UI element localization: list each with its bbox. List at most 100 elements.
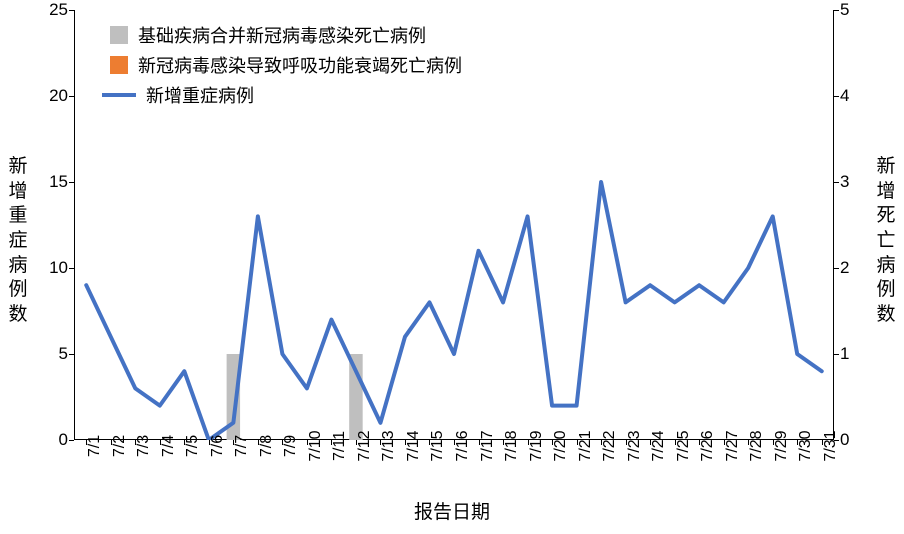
x-tick-mark: [650, 440, 651, 445]
legend-label: 新冠病毒感染导致呼吸功能衰竭死亡病例: [138, 52, 462, 78]
y-right-tick-label: 0: [840, 430, 849, 450]
x-tick-label: 7/19: [528, 430, 546, 461]
x-tick-label: 7/20: [552, 430, 570, 461]
x-tick-label: 7/23: [626, 430, 644, 461]
x-tick-label: 7/4: [160, 435, 178, 457]
x-tick-label: 7/1: [86, 435, 104, 457]
y-right-tick-mark: [834, 96, 839, 97]
x-tick-label: 7/6: [209, 435, 227, 457]
x-tick-label: 7/11: [331, 431, 349, 461]
line-series: [86, 182, 821, 440]
y-left-tick-label: 5: [59, 344, 68, 364]
x-tick-label: 7/13: [380, 430, 398, 461]
x-tick-mark: [601, 440, 602, 445]
y-left-tick-mark: [69, 10, 74, 11]
x-tick-mark: [454, 440, 455, 445]
legend: 基础疾病合并新冠病毒感染死亡病例新冠病毒感染导致呼吸功能衰竭死亡病例新增重症病例: [110, 20, 462, 110]
legend-item: 基础疾病合并新冠病毒感染死亡病例: [110, 20, 462, 50]
x-tick-mark: [429, 440, 430, 445]
x-tick-mark: [356, 440, 357, 445]
x-tick-label: 7/22: [601, 430, 619, 461]
y-right-axis-title: 新增死亡病例数: [876, 155, 896, 328]
x-tick-label: 7/28: [748, 430, 766, 461]
x-tick-label: 7/10: [307, 430, 325, 461]
y-right-tick-mark: [834, 182, 839, 183]
x-tick-label: 7/29: [773, 430, 791, 461]
x-tick-label: 7/3: [135, 435, 153, 457]
x-axis-title: 报告日期: [0, 497, 904, 524]
x-tick-mark: [307, 440, 308, 445]
y-left-tick-mark: [69, 440, 74, 441]
x-tick-mark: [503, 440, 504, 445]
x-tick-mark: [577, 440, 578, 445]
x-tick-mark: [86, 440, 87, 445]
x-tick-mark: [160, 440, 161, 445]
x-tick-mark: [724, 440, 725, 445]
x-tick-label: 7/14: [405, 430, 423, 461]
y-right-tick-label: 1: [840, 344, 849, 364]
legend-item: 新增重症病例: [110, 80, 462, 110]
x-tick-mark: [405, 440, 406, 445]
y-left-tick-label: 0: [59, 430, 68, 450]
legend-label: 新增重症病例: [146, 82, 254, 108]
x-tick-mark: [331, 440, 332, 445]
x-tick-mark: [822, 440, 823, 445]
y-left-tick-label: 25: [49, 0, 68, 20]
x-tick-label: 7/9: [282, 435, 300, 457]
legend-swatch-bar: [110, 26, 128, 44]
y-right-tick-mark: [834, 354, 839, 355]
y-left-tick-mark: [69, 96, 74, 97]
x-tick-label: 7/2: [111, 435, 129, 457]
legend-swatch-bar: [110, 56, 128, 74]
x-tick-label: 7/26: [699, 430, 717, 461]
x-tick-label: 7/5: [184, 435, 202, 457]
x-tick-mark: [209, 440, 210, 445]
x-tick-mark: [258, 440, 259, 445]
x-tick-mark: [380, 440, 381, 445]
x-tick-mark: [797, 440, 798, 445]
y-left-tick-label: 20: [49, 86, 68, 106]
x-tick-mark: [282, 440, 283, 445]
y-right-tick-label: 4: [840, 86, 849, 106]
x-tick-label: 7/17: [479, 430, 497, 461]
x-tick-label: 7/25: [675, 430, 693, 461]
x-tick-label: 7/7: [233, 435, 251, 457]
x-tick-label: 7/12: [356, 430, 374, 461]
y-left-tick-label: 10: [49, 258, 68, 278]
x-tick-mark: [626, 440, 627, 445]
legend-item: 新冠病毒感染导致呼吸功能衰竭死亡病例: [110, 50, 462, 80]
x-tick-mark: [479, 440, 480, 445]
x-tick-label: 7/8: [258, 435, 276, 457]
y-left-tick-mark: [69, 354, 74, 355]
x-tick-label: 7/30: [797, 430, 815, 461]
legend-label: 基础疾病合并新冠病毒感染死亡病例: [138, 22, 426, 48]
y-right-tick-label: 5: [840, 0, 849, 20]
x-tick-mark: [552, 440, 553, 445]
x-tick-label: 7/16: [454, 430, 472, 461]
x-tick-mark: [233, 440, 234, 445]
x-tick-mark: [111, 440, 112, 445]
x-tick-mark: [748, 440, 749, 445]
chart-container: 新增重症病例数 新增死亡病例数 报告日期 0 5 10 15 20 25 0 1 2 3 4 5 7/1…: [0, 0, 904, 534]
y-right-tick-label: 2: [840, 258, 849, 278]
x-tick-mark: [773, 440, 774, 445]
x-tick-label: 7/24: [650, 430, 668, 461]
x-tick-label: 7/15: [429, 430, 447, 461]
x-tick-label: 7/18: [503, 430, 521, 461]
y-right-tick-mark: [834, 268, 839, 269]
y-left-tick-label: 15: [49, 172, 68, 192]
x-tick-mark: [135, 440, 136, 445]
x-tick-mark: [528, 440, 529, 445]
x-tick-mark: [699, 440, 700, 445]
y-right-tick-mark: [834, 10, 839, 11]
y-left-axis-title: 新增重症病例数: [8, 155, 28, 328]
x-tick-mark: [184, 440, 185, 445]
x-tick-label: 7/31: [822, 430, 840, 461]
x-tick-mark: [675, 440, 676, 445]
x-tick-label: 7/21: [577, 430, 595, 461]
y-right-tick-label: 3: [840, 172, 849, 192]
legend-swatch-line: [102, 93, 136, 97]
y-left-tick-mark: [69, 182, 74, 183]
y-left-tick-mark: [69, 268, 74, 269]
x-tick-label: 7/27: [724, 430, 742, 461]
